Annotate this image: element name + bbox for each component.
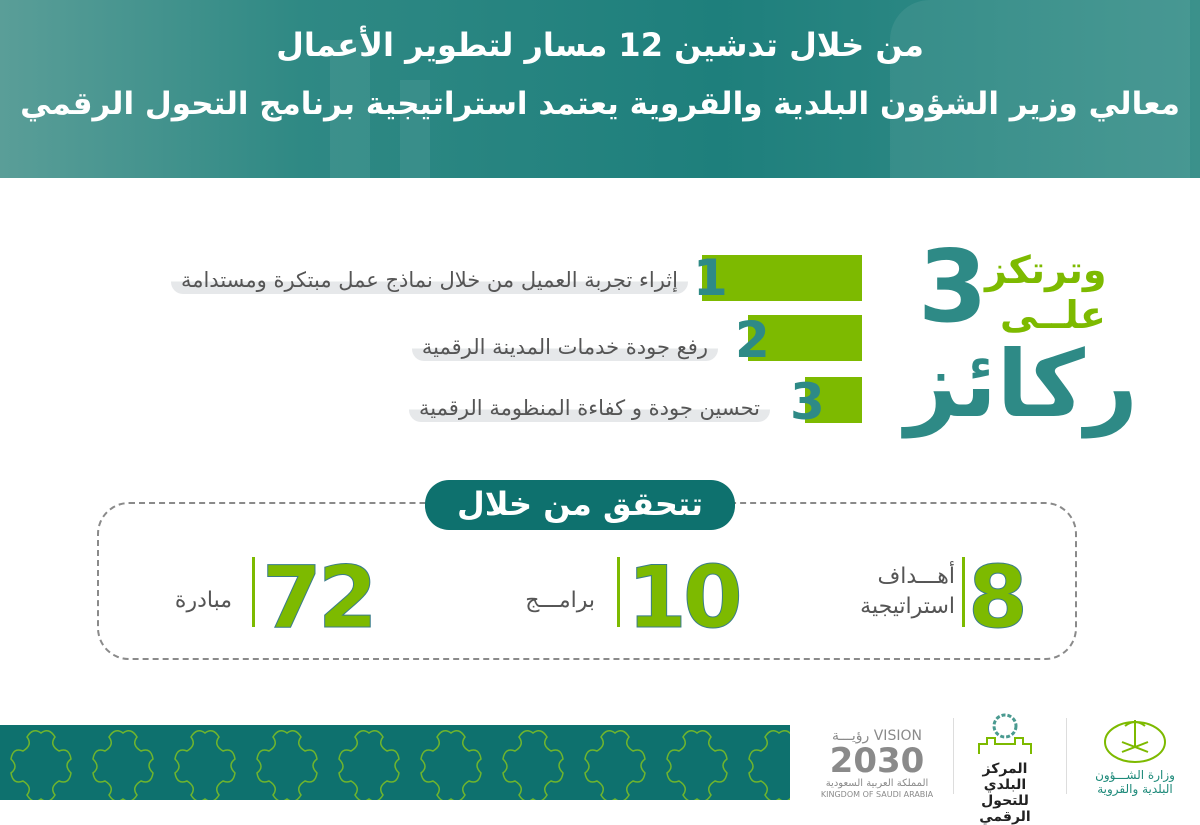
vision-2030-logo: VISION رؤيـــة 2030 المملكة العربية السع… — [812, 728, 942, 800]
logo-text: KINGDOM OF SAUDI ARABIA — [820, 790, 934, 799]
pillars-heading-number: 3 — [918, 228, 988, 345]
pillar-bar-3 — [805, 377, 862, 423]
pillar-bar-2 — [748, 315, 862, 361]
logo-text: البلدية والقروية — [1097, 782, 1173, 796]
stat-value-programs: 10 — [627, 548, 744, 648]
pillars-heading-word2: علــى — [1000, 293, 1106, 337]
stat-label-line1: أهـــداف — [877, 564, 955, 589]
achieve-pill: تتحقق من خلال — [425, 480, 735, 530]
stat-value-initiatives: 72 — [262, 548, 379, 648]
headline-line1: من خلال تدشين 12 مسار لتطوير الأعمال — [276, 26, 924, 64]
background-decoration — [890, 0, 1190, 178]
palm-swords-emblem-icon — [1104, 720, 1166, 763]
logo-text: 2030 — [829, 741, 925, 781]
pillars-heading-word1: وترتكز — [985, 248, 1107, 292]
stat-label-initiatives: مبادرة — [174, 588, 232, 613]
pillars-heading-word3: ركائز — [905, 331, 1138, 438]
pillar-bar-1 — [702, 255, 862, 301]
pillar-text-3: تحسين جودة و كفاءة المنظومة الرقمية — [409, 394, 770, 422]
municipal-digital-center-logo: المركز البلدي للتحول الرقمي — [960, 712, 1050, 825]
header-banner: من خلال تدشين 12 مسار لتطوير الأعمال معا… — [0, 0, 1200, 178]
divider — [953, 718, 954, 794]
pillar-number-1: 1 — [693, 249, 728, 307]
stat-label-programs: برامـــج — [525, 588, 595, 613]
background-decoration — [330, 40, 370, 178]
divider — [1066, 718, 1067, 794]
pillar-text-1: إثراء تجربة العميل من خلال نماذج عمل مبت… — [170, 266, 688, 294]
divider — [962, 557, 965, 627]
logo-text: للتحول الرقمي — [979, 793, 1031, 825]
divider — [617, 557, 620, 627]
geometric-pattern — [0, 725, 790, 800]
center-emblem-icon — [978, 713, 1032, 754]
logo-text: المملكة العربية السعودية — [825, 778, 929, 789]
logo-text: المركز البلدي — [982, 761, 1028, 793]
footer-pattern-band — [0, 725, 790, 800]
divider — [252, 557, 255, 627]
stat-label-line2: استراتيجية — [860, 594, 955, 619]
ministry-logo: وزارة الشـــؤون البلدية والقروية — [1085, 712, 1185, 796]
pillar-number-2: 2 — [735, 311, 770, 369]
headline-line2: معالي وزير الشؤون البلدية والقروية يعتمد… — [20, 86, 1180, 122]
stat-label-goals: أهـــداف استراتيجية — [860, 562, 955, 622]
logo-text: وزارة الشـــؤون — [1095, 768, 1175, 782]
background-decoration — [400, 80, 430, 178]
pillar-number-3: 3 — [790, 373, 825, 431]
stat-value-goals: 8 — [968, 548, 1029, 648]
logo-text: VISION رؤيـــة — [832, 728, 922, 744]
pillar-text-2: رفع جودة خدمات المدينة الرقمية — [411, 333, 718, 361]
